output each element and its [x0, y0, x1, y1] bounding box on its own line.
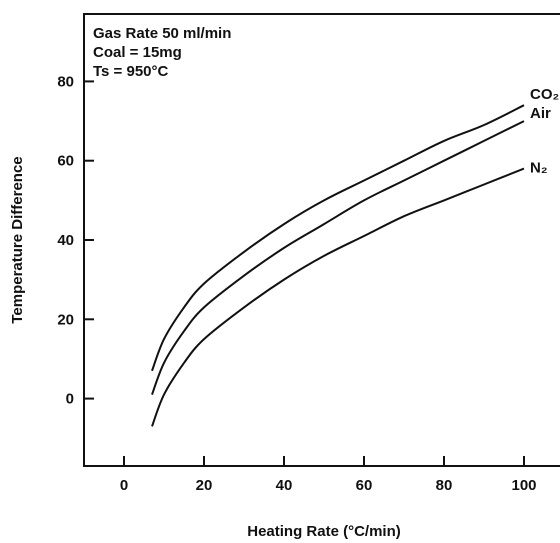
y-tick-label: 40: [57, 232, 74, 249]
x-tick-label: 40: [276, 477, 293, 494]
y-axis-ticks: 0 20 40 60 80: [57, 73, 94, 408]
annotation-coal: Coal = 15mg: [93, 44, 182, 61]
x-tick-label: 0: [120, 477, 128, 494]
annotation-box: Gas Rate 50 ml/min Coal = 15mg Ts = 950°…: [93, 25, 231, 80]
y-tick-label: 60: [57, 153, 74, 170]
series-line: [151, 120, 525, 395]
annotation-gas-rate: Gas Rate 50 ml/min: [93, 25, 231, 42]
y-tick-label: 20: [57, 311, 74, 328]
series-label: Air: [530, 105, 551, 122]
x-tick-label: 100: [511, 477, 536, 494]
y-axis-label: Temperature Difference: [9, 156, 26, 323]
x-tick-label: 80: [436, 477, 453, 494]
series-line: [151, 104, 525, 372]
y-tick-label: 80: [57, 73, 74, 90]
series-line: [151, 167, 525, 427]
x-tick-label: 20: [196, 477, 213, 494]
annotation-ts: Ts = 950°C: [93, 63, 169, 80]
x-tick-label: 60: [356, 477, 373, 494]
x-axis-ticks: 0 20 40 60 80 100: [120, 456, 537, 494]
x-axis-label: Heating Rate (°C/min): [247, 523, 401, 540]
series-lines: [151, 104, 525, 427]
plot-frame: [83, 13, 560, 467]
series-label: CO₂: [530, 86, 559, 103]
y-tick-label: 0: [66, 391, 74, 408]
series-label: N₂: [530, 160, 548, 177]
series-labels: CO₂ Air N₂: [530, 86, 559, 176]
